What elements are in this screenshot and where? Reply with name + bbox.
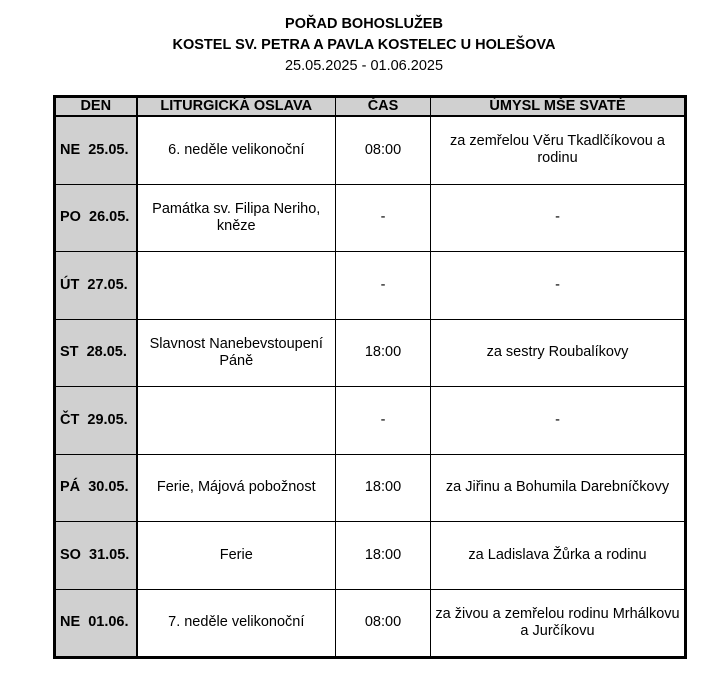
day-cell: PÁ 30.05. [54, 453, 138, 522]
table-row: SO 31.05. Ferie 18:00 za Ladislava Žůrka a … [54, 521, 686, 590]
time-cell: 08:00 [335, 115, 431, 185]
col-header-celebration: LITURGICKÁ OSLAVA [136, 96, 336, 117]
table-row: PO 26.05. Památka sv. Filipa Neriho, kněz… [54, 183, 686, 252]
intention-cell: - [430, 183, 686, 252]
celebration-cell: 6. neděle velikonoční [136, 115, 336, 185]
celebration-cell: 7. neděle velikonoční [136, 588, 336, 658]
table-header-row: DEN LITURGICKÁ OSLAVA ČAS ÚMYSL MŠE SVAT… [54, 96, 686, 117]
time-cell: - [335, 251, 431, 320]
intention-cell: - [430, 251, 686, 320]
time-cell: - [335, 183, 431, 252]
day-cell: NE 01.06. [54, 588, 138, 658]
col-header-time: ČAS [335, 96, 431, 117]
intention-cell: - [430, 386, 686, 455]
church-name: KOSTEL SV. PETRA A PAVLA KOSTELEC U HOLE… [172, 37, 556, 53]
time-cell: 18:00 [335, 521, 431, 590]
time-cell: - [335, 386, 431, 455]
intention-cell: za sestry Roubalíkovy [430, 318, 686, 387]
day-cell: ÚT 27.05. [54, 251, 138, 320]
celebration-cell [136, 386, 336, 455]
day-cell: ST 28.05. [54, 318, 138, 387]
intention-cell: za živou a zemřelou rodinu Mrhálkovu a J… [430, 588, 686, 658]
table-row: ST 28.05. Slavnost Nanebevstoupení Páně 18… [54, 318, 686, 387]
table-row: ČT 29.05. - - [54, 386, 686, 455]
time-cell: 18:00 [335, 318, 431, 387]
celebration-cell: Památka sv. Filipa Neriho, kněze [136, 183, 336, 252]
document-title: POŘAD BOHOSLUŽEB [285, 16, 443, 32]
celebration-cell: Ferie [136, 521, 336, 590]
day-cell: ČT 29.05. [54, 386, 138, 455]
table-row: ÚT 27.05. - - [54, 251, 686, 320]
intention-cell: za zemřelou Věru Tkadlčíkovou a rodinu [430, 115, 686, 185]
time-cell: 08:00 [335, 588, 431, 658]
celebration-cell: Slavnost Nanebevstoupení Páně [136, 318, 336, 387]
date-range: 25.05.2025 - 01.06.2025 [284, 58, 444, 74]
celebration-cell [136, 251, 336, 320]
intention-cell: za Jiřinu a Bohumila Darebníčkovy [430, 453, 686, 522]
table-row: NE 25.05. 6. neděle velikonoční 08:00 za ze… [54, 115, 686, 185]
day-cell: SO 31.05. [54, 521, 138, 590]
col-header-day: DEN [54, 96, 138, 117]
celebration-cell: Ferie, Májová pobožnost [136, 453, 336, 522]
table-row: NE 01.06. 7. neděle velikonoční 08:00 za ži… [54, 588, 686, 658]
table-row: PÁ 30.05. Ferie, Májová pobožnost 18:00 za … [54, 453, 686, 522]
col-header-intention: ÚMYSL MŠE SVATÉ [430, 96, 686, 117]
day-cell: PO 26.05. [54, 183, 138, 252]
day-cell: NE 25.05. [54, 115, 138, 185]
time-cell: 18:00 [335, 453, 431, 522]
intention-cell: za Ladislava Žůrka a rodinu [430, 521, 686, 590]
schedule-table: DEN LITURGICKÁ OSLAVA ČAS ÚMYSL MŠE SVAT… [53, 95, 687, 659]
